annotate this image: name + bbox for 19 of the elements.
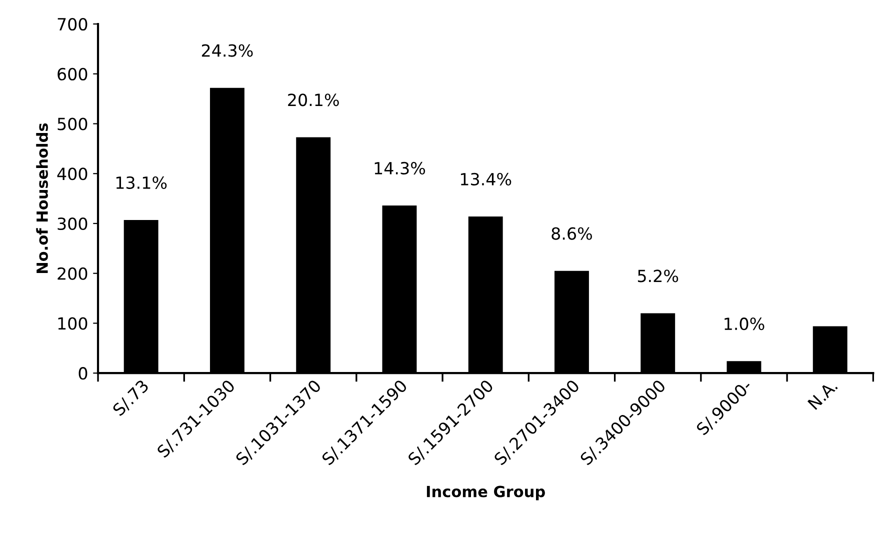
annotation: 14.3% <box>374 162 426 175</box>
y-axis-title: No.of Households <box>36 123 48 274</box>
y-tick-label: 300 <box>58 217 88 230</box>
annotation: 1.0% <box>724 318 764 330</box>
y-tick-label: 400 <box>57 168 88 180</box>
y-tick-label: 100 <box>58 317 88 330</box>
y-tick-label: 200 <box>58 267 88 280</box>
annotation: 20.1% <box>288 94 339 106</box>
annotation: 13.1% <box>116 176 167 189</box>
y-tick-label: 500 <box>58 118 88 130</box>
annotation: 8.6% <box>552 227 592 240</box>
annotation: 13.4% <box>460 172 512 186</box>
annotation: 24.3% <box>202 44 253 57</box>
x-tick-label: N.A. <box>807 380 838 410</box>
x-axis-title: Income Group <box>426 486 545 500</box>
y-tick-label: 0 <box>78 367 88 380</box>
y-tick-label: 600 <box>58 68 88 80</box>
annotation: 5.2% <box>638 270 678 282</box>
y-tick-label: 700 <box>58 18 88 31</box>
